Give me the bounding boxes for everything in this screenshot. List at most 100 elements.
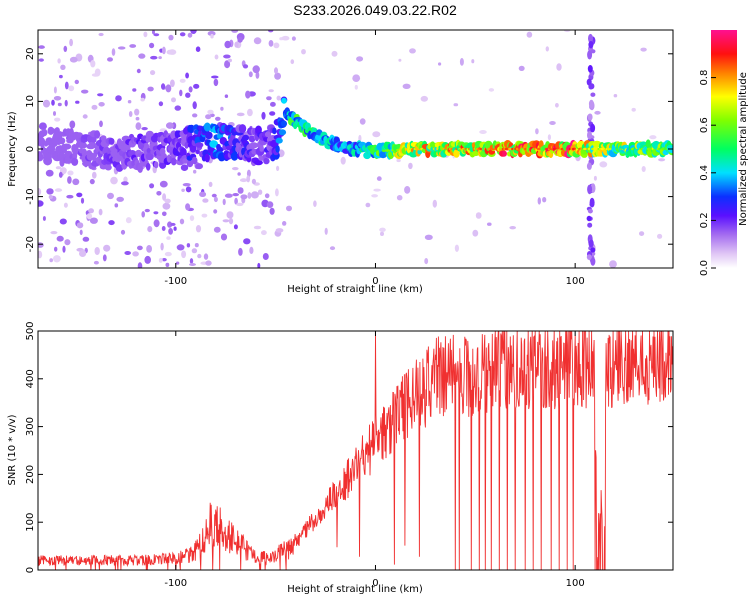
heatmap-x-axis-label: Height of straight line (km) <box>287 284 423 295</box>
heatmap-noise-cell <box>91 104 98 110</box>
heatmap-noise-cell <box>193 83 200 89</box>
heatmap-noise-cell <box>609 260 617 268</box>
heatmap-noise-cell <box>269 111 276 116</box>
heatmap-noise-cell <box>59 218 67 225</box>
heatmap-noise-cell <box>245 90 251 99</box>
heatmap-noise-cell <box>190 30 197 34</box>
heatmap-spike-cell <box>587 50 593 60</box>
heatmap-noise-cell <box>213 209 218 214</box>
heatmap-noise-cell <box>471 59 475 64</box>
x-tick-label: 0 <box>372 276 378 287</box>
heatmap-noise-cell <box>537 197 541 205</box>
heatmap-noise-cell <box>102 254 107 262</box>
y-tick-label: -10 <box>25 188 36 204</box>
heatmap-noise-cell <box>262 253 269 260</box>
heatmap-y-axis-label: Frequency (Hz) <box>7 111 18 187</box>
snr-series-line <box>38 331 673 570</box>
heatmap-noise-cell <box>107 57 113 62</box>
heatmap-noise-cell <box>185 203 191 211</box>
heatmap-noise-cell <box>185 92 191 98</box>
heatmap-noise-cell <box>38 250 43 259</box>
heatmap-noise-cell <box>649 135 657 140</box>
heatmap-noise-cell <box>89 178 95 185</box>
heatmap-spike-cell <box>588 41 594 49</box>
colorbar-gradient <box>711 30 737 268</box>
heatmap-noise-cell <box>276 165 280 171</box>
heatmap-ridge-cell <box>94 130 101 139</box>
heatmap-noise-cell <box>545 46 549 52</box>
heatmap-noise-cell <box>331 50 338 57</box>
heatmap-data <box>38 30 673 268</box>
y-tick-label: 100 <box>25 513 36 532</box>
heatmap-noise-cell <box>137 245 143 251</box>
snr-y-ticks: 0 100 200 300 400 500 <box>25 321 673 573</box>
heatmap-noise-cell <box>215 116 221 121</box>
heatmap-noise-cell <box>166 122 174 129</box>
heatmap-noise-cell <box>181 250 187 259</box>
heatmap-noise-cell <box>424 234 433 240</box>
heatmap-ridge-cell <box>46 153 52 162</box>
y-tick-label: 10 <box>25 95 36 108</box>
heatmap-noise-cell <box>150 55 158 60</box>
heatmap-noise-cell <box>224 40 231 49</box>
heatmap-noise-cell <box>192 113 198 118</box>
heatmap-ridge-cell <box>264 131 272 138</box>
heatmap-noise-cell <box>94 247 100 255</box>
heatmap-noise-cell <box>234 197 238 205</box>
heatmap-noise-cell <box>408 162 413 170</box>
heatmap-noise-cell <box>398 58 402 62</box>
heatmap-noise-cell <box>228 217 234 225</box>
heatmap-noise-cell <box>243 238 251 245</box>
heatmap-noise-cell <box>54 117 61 122</box>
heatmap-noise-cell <box>50 231 58 235</box>
heatmap-noise-cell <box>214 54 219 60</box>
heatmap-noise-cell <box>162 193 167 201</box>
heatmap-noise-cell <box>208 181 213 187</box>
heatmap-noise-cell <box>199 191 207 197</box>
heatmap-noise-cell <box>63 45 68 53</box>
heatmap-noise-cell <box>273 42 280 49</box>
heatmap-noise-cell <box>487 222 492 226</box>
heatmap-noise-cell <box>275 228 284 233</box>
heatmap-noise-cell <box>38 122 47 130</box>
heatmap-noise-cell <box>261 230 267 236</box>
heatmap-noise-cell <box>228 58 232 63</box>
heatmap-noise-cell <box>488 88 495 92</box>
heatmap-noise-cell <box>282 221 287 226</box>
heatmap-noise-cell <box>237 187 244 194</box>
heatmap-noise-cell <box>161 258 167 262</box>
colorbar-tick-label: 0.2 <box>699 212 710 228</box>
heatmap-ridge-cell <box>453 149 460 158</box>
heatmap-noise-cell <box>657 233 663 239</box>
heatmap-noise-cell <box>187 32 193 38</box>
heatmap-noise-cell <box>162 46 166 55</box>
heatmap-noise-cell <box>459 58 464 66</box>
heatmap-noise-cell <box>563 30 571 33</box>
snr-x-ticks: -100 0 100 <box>164 331 585 589</box>
heatmap-noise-cell <box>168 34 174 41</box>
heatmap-noise-cell <box>51 99 55 106</box>
heatmap-noise-cell <box>53 86 57 94</box>
heatmap-noise-cell <box>48 195 53 199</box>
heatmap-noise-cell <box>396 158 401 163</box>
heatmap-spike-cell <box>588 83 594 90</box>
heatmap-noise-cell <box>189 215 195 222</box>
heatmap-noise-cell <box>237 36 243 43</box>
heatmap-ridge-cell <box>238 124 247 134</box>
heatmap-ridge-cell <box>216 146 224 153</box>
heatmap-noise-cell <box>132 251 139 257</box>
heatmap-noise-cell <box>195 225 202 233</box>
heatmap-noise-cell <box>226 211 234 219</box>
heatmap-noise-cell <box>121 181 129 186</box>
heatmap-noise-cell <box>168 49 177 55</box>
heatmap-noise-cell <box>599 161 608 168</box>
heatmap-noise-cell <box>207 109 214 115</box>
heatmap-noise-cell <box>171 97 176 103</box>
colorbar-tick-label: 0.8 <box>699 70 710 86</box>
heatmap-spike-cell <box>587 222 593 228</box>
heatmap-noise-cell <box>173 226 177 231</box>
heatmap-noise-cell <box>542 197 547 203</box>
heatmap-noise-cell <box>301 49 306 55</box>
y-tick-label: 300 <box>25 417 36 436</box>
heatmap-noise-cell <box>195 163 204 170</box>
